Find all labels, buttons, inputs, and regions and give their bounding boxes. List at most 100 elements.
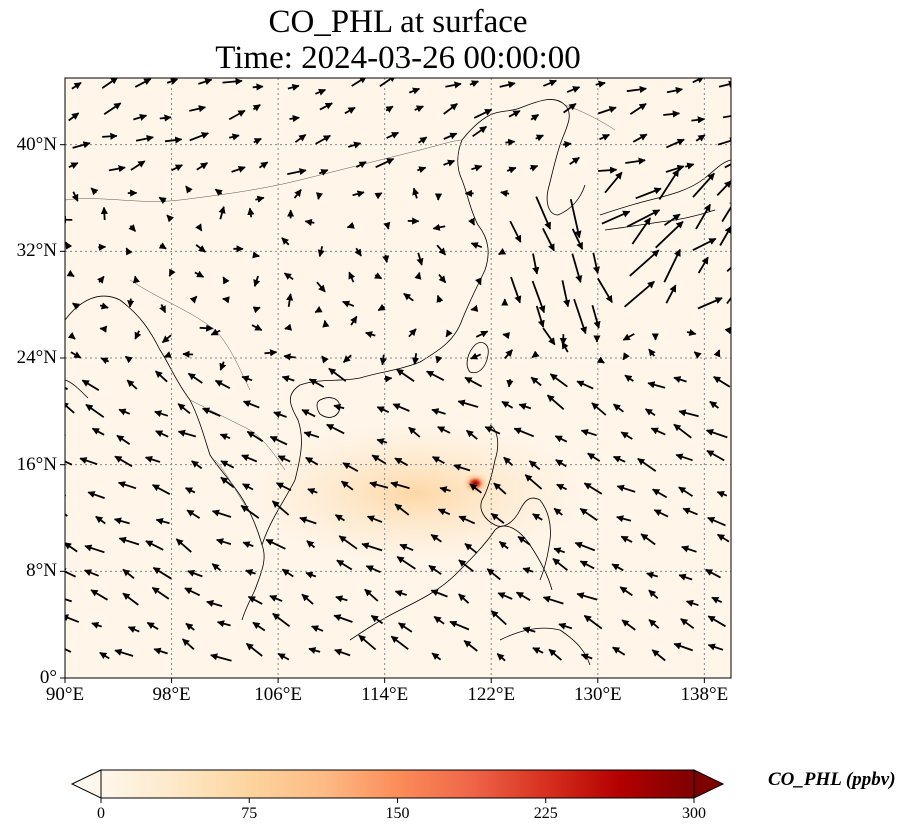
wind-arrow: [259, 161, 269, 169]
wind-arrow: [379, 78, 397, 87]
wind-arrow: [335, 595, 348, 603]
wind-arrow: [189, 132, 209, 142]
wind-arrow: [652, 488, 668, 499]
wind-arrow: [68, 112, 80, 122]
wind-arrow: [241, 454, 258, 463]
wind-arrow: [333, 614, 353, 623]
wind-arrow: [620, 431, 633, 440]
wind-arrow: [445, 81, 462, 89]
wind-arrow: [216, 620, 231, 628]
wind-arrow: [436, 294, 444, 303]
wind-arrow: [458, 515, 476, 525]
wind-arrow: [194, 270, 205, 278]
wind-arrow: [414, 105, 424, 113]
wind-arrow: [269, 595, 283, 602]
wind-arrow: [116, 434, 131, 445]
wind-arrow: [724, 163, 731, 169]
wind-arrow: [591, 402, 607, 416]
wind-arrow: [252, 83, 264, 91]
wind-arrow: [717, 137, 731, 146]
wind-arrow: [84, 544, 105, 554]
wind-arrow: [437, 426, 451, 434]
wind-arrow: [100, 206, 108, 221]
wind-arrow: [592, 252, 600, 275]
wind-arrow: [622, 333, 635, 341]
wind-arrow: [530, 113, 539, 122]
wind-arrow: [706, 449, 725, 462]
wind-arrow: [443, 159, 456, 167]
lat-tick-label: 32°N: [16, 240, 57, 262]
wind-arrow: [286, 293, 294, 307]
wind-arrow: [344, 106, 356, 115]
wind-arrow: [284, 323, 293, 331]
wind-arrow: [181, 638, 195, 650]
wind-arrow: [382, 254, 390, 264]
wind-arrow: [134, 78, 152, 88]
wind-arrow: [518, 403, 532, 410]
wind-arrow: [505, 138, 516, 146]
wind-arrow: [287, 168, 307, 176]
wind-arrow: [182, 350, 194, 358]
wind-arrow: [707, 615, 726, 628]
wind-arrow: [576, 380, 594, 390]
wind-arrow: [338, 535, 358, 550]
wind-arrow: [396, 368, 415, 383]
wind-arrow: [707, 643, 724, 651]
wind-arrow: [277, 455, 291, 463]
wind-arrow: [68, 162, 79, 169]
wind-arrow: [469, 483, 482, 494]
wind-arrow: [333, 403, 345, 411]
wind-arrow: [242, 400, 260, 409]
wind-arrow: [240, 504, 260, 519]
wind-arrow: [591, 305, 601, 329]
wind-arrow: [561, 280, 571, 308]
wind-arrow: [417, 166, 427, 174]
wind-arrow: [416, 252, 424, 266]
wind-arrow: [303, 431, 320, 439]
wind-arrow: [711, 596, 722, 604]
wind-arrow: [100, 357, 110, 365]
wind-arrow: [370, 614, 384, 625]
wind-arrow: [375, 157, 395, 169]
lon-tick-label: 98°E: [152, 684, 191, 705]
wind-arrow: [394, 503, 410, 516]
wind-arrow: [468, 217, 476, 226]
wind-arrow: [561, 341, 569, 353]
wind-arrow: [653, 509, 669, 518]
map-frame: [64, 77, 732, 679]
wind-arrow: [597, 278, 613, 304]
wind-arrow: [587, 452, 601, 462]
wind-arrow: [222, 296, 230, 304]
wind-arrow: [114, 648, 134, 657]
wind-arrow: [678, 573, 693, 581]
wind-arrow: [65, 568, 76, 578]
wind-arrow: [553, 547, 565, 555]
wind-arrow: [517, 535, 531, 546]
wind-arrow: [522, 567, 534, 574]
wind-arrow: [535, 305, 545, 328]
wind-arrow: [99, 651, 110, 660]
wind-arrow: [648, 589, 659, 599]
colorbar-extend-high: [693, 769, 725, 799]
wind-arrow: [629, 103, 647, 115]
wind-arrow: [253, 275, 261, 287]
wind-arrow: [83, 569, 99, 577]
wind-arrow: [431, 408, 446, 416]
wind-arrow: [71, 191, 79, 202]
wind-arrow: [542, 595, 564, 605]
axis-ticks: [60, 144, 705, 683]
wind-arrow: [219, 361, 227, 371]
wind-arrow: [185, 185, 193, 194]
wind-arrow: [637, 457, 657, 472]
wind-arrow: [612, 646, 626, 656]
wind-arrow: [543, 79, 557, 87]
wind-arrow: [315, 88, 327, 96]
wind-arrow: [595, 80, 606, 88]
wind-arrow: [411, 353, 420, 365]
wind-arrow: [502, 332, 511, 340]
wind-arrow: [498, 540, 509, 550]
wind-arrow: [490, 610, 507, 626]
wind-arrow: [624, 374, 634, 382]
wind-arrow: [277, 652, 290, 661]
wind-arrow: [675, 453, 693, 462]
